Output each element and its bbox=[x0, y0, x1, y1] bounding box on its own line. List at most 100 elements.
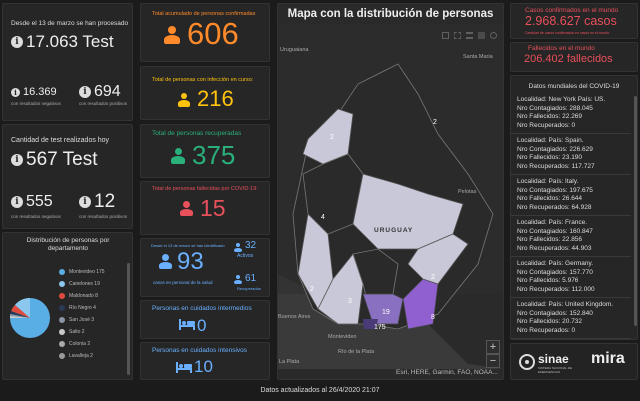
health-active-label: Activos bbox=[237, 253, 254, 259]
confirmed-panel: Total acumulado de personas confirmadas … bbox=[140, 3, 270, 62]
world-item-cont: Nro Contagiados: 226.629 bbox=[517, 145, 593, 153]
legend-label: Canelones 19 bbox=[69, 281, 100, 287]
uruguay-map[interactable] bbox=[278, 24, 504, 369]
person-icon bbox=[178, 93, 190, 107]
negatives-value: 16.369 bbox=[23, 86, 57, 98]
world-list-item[interactable]: Localidad: País: France. Nro Contagiados:… bbox=[511, 219, 631, 257]
recovered-panel: Total de personas recuperadas 375 bbox=[140, 124, 270, 178]
map-place-label: Montevideo bbox=[328, 334, 357, 340]
map-count-label[interactable]: 19 bbox=[382, 309, 390, 316]
updated-label: Datos actualizados al 26/4/2020 21:07 bbox=[260, 387, 380, 394]
active-label: Total de personas con infección en curso… bbox=[152, 77, 254, 83]
world-list-item[interactable]: Localidad: País: Spain. Nro Contagiados: … bbox=[511, 137, 631, 175]
health-staff-panel: Desde el 13 de marzo se han identificado… bbox=[140, 238, 270, 297]
map-count-label[interactable]: 2 bbox=[330, 134, 334, 141]
world-list-scrollbar[interactable] bbox=[634, 96, 637, 326]
map-count-label[interactable]: 2 bbox=[433, 119, 437, 126]
world-item-rec: Nro Recuperados: 64.928 bbox=[517, 203, 592, 211]
info-icon: i bbox=[79, 196, 91, 208]
negatives-label: con resultados negativos bbox=[11, 101, 61, 106]
legend-item[interactable]: Canelones 19 bbox=[59, 278, 123, 290]
intensive-value: 10 bbox=[194, 357, 213, 376]
world-list-item[interactable]: Localidad: New York País: US. Nro Contagi… bbox=[511, 96, 631, 134]
legend-item[interactable]: Lavalleja 2 bbox=[59, 350, 123, 362]
intermediate-value: 0 bbox=[197, 316, 207, 335]
legend-label: Maldonado 8 bbox=[69, 293, 98, 299]
world-item-fall: Nro Fallecidos: 26.644 bbox=[517, 195, 583, 202]
legend-label: Lavalleja 2 bbox=[69, 353, 93, 359]
sinae-sub: SISTEMA NACIONAL DE EMERGENCIAS bbox=[538, 366, 573, 374]
world-item-loc: Localidad: País: Spain. bbox=[517, 137, 584, 144]
health-recovered-label: Recuperados bbox=[237, 286, 261, 291]
world-list-panel[interactable]: Datos mundiales del COVID-19 Localidad: … bbox=[510, 75, 638, 340]
world-list-item[interactable]: Localidad: País: Germany. Nro Contagiados… bbox=[511, 260, 631, 298]
world-item-cont: Nro Contagiados: 197.675 bbox=[517, 186, 593, 194]
world-deceased-label: Fallecidos en el mundo bbox=[528, 45, 595, 52]
legend-item[interactable]: Río Negro 4 bbox=[59, 302, 123, 314]
person-icon bbox=[234, 243, 242, 252]
info-icon: i bbox=[11, 87, 20, 97]
map-count-label[interactable]: 8 bbox=[431, 314, 435, 321]
map-place-label: Río de la Plata bbox=[338, 349, 375, 355]
info-icon: i bbox=[11, 36, 23, 48]
person-icon bbox=[180, 201, 193, 216]
world-deceased-panel: Fallecidos en el mundo 206.402 fallecido… bbox=[510, 42, 638, 72]
world-confirmed-panel: Casos confirmados en el mundo 2.968.627 … bbox=[510, 3, 638, 39]
health-label-top: Desde el 13 de marzo se han identificado bbox=[151, 243, 225, 248]
legend-label: Montevideo 175 bbox=[69, 269, 105, 275]
distribution-legend: Montevideo 175 Canelones 19 Maldonado 8 Río… bbox=[59, 266, 123, 362]
legend-item[interactable]: Colonia 2 bbox=[59, 338, 123, 350]
map-count-label[interactable]: 175 bbox=[374, 324, 386, 331]
world-confirmed-label: Casos confirmados en el mundo bbox=[525, 7, 619, 14]
map-place-label: Buenos Aires bbox=[278, 314, 311, 320]
info-icon: i bbox=[11, 154, 23, 166]
recovered-label: Total de personas recuperadas bbox=[152, 130, 242, 137]
world-item-fall: Nro Fallecidos: 22.269 bbox=[517, 113, 583, 120]
info-icon: i bbox=[11, 196, 23, 208]
map-count-label[interactable]: 4 bbox=[321, 214, 325, 221]
legend-item[interactable]: Montevideo 175 bbox=[59, 266, 123, 278]
distribution-pie-chart[interactable] bbox=[7, 295, 53, 341]
tests-total-value: 17.063 Test bbox=[26, 32, 114, 51]
intermediate-care-panel: Personas en cuidados intermedios 0 bbox=[140, 300, 270, 339]
world-list-item[interactable]: Localidad: País: United Kingdom. Nro Cont… bbox=[511, 301, 631, 339]
tests-today-panel: Cantidad de test realizados hoy i 567 Te… bbox=[2, 124, 133, 229]
legend-item[interactable]: Maldonado 8 bbox=[59, 290, 123, 302]
intermediate-label: Personas en cuidados intermedios bbox=[152, 305, 252, 312]
legend-label: Salto 2 bbox=[69, 329, 85, 335]
map-count-label[interactable]: 3 bbox=[348, 298, 352, 305]
zoom-out-button[interactable]: − bbox=[486, 354, 500, 368]
sinae-logo-icon bbox=[519, 354, 535, 370]
legend-item[interactable]: Salto 2 bbox=[59, 326, 123, 338]
world-item-loc: Localidad: País: France. bbox=[517, 219, 588, 226]
map-panel[interactable]: Mapa con la distribución de personas Uru… bbox=[277, 3, 504, 380]
legend-scrollbar[interactable] bbox=[127, 263, 130, 375]
legend-item[interactable]: San José 3 bbox=[59, 314, 123, 326]
tests-today-label: Cantidad de test realizados hoy bbox=[11, 137, 110, 144]
map-place-label: Pelotas bbox=[458, 189, 477, 195]
world-item-fall: Nro Fallecidos: 22.856 bbox=[517, 236, 583, 243]
world-confirmed-value: 2.968.627 casos bbox=[525, 14, 617, 28]
legend-color-swatch bbox=[59, 281, 65, 287]
map-count-label[interactable]: 2 bbox=[310, 286, 314, 293]
legend-color-swatch bbox=[59, 353, 65, 359]
today-negatives-label: con resultados negativos bbox=[11, 214, 61, 219]
confirmed-value: 606 bbox=[187, 16, 239, 51]
world-deceased-value: 206.402 fallecidos bbox=[524, 53, 613, 65]
world-list-item[interactable]: Localidad: País: Italy. Nro Contagiados: … bbox=[511, 178, 631, 216]
world-confirmed-sub: Cantidad de casos confirmados en casos e… bbox=[525, 31, 610, 35]
tests-total-panel: Desde el 13 de marzo se han procesado i … bbox=[2, 3, 133, 121]
logos-panel: sinae SISTEMA NACIONAL DE EMERGENCIAS mi… bbox=[510, 343, 638, 380]
zoom-in-button[interactable]: + bbox=[486, 340, 500, 354]
map-title: Mapa con la distribución de personas bbox=[287, 8, 494, 20]
world-item-loc: Localidad: País: United Kingdom. bbox=[517, 301, 614, 308]
deceased-label: Total de personas fallecidas por COVID-1… bbox=[152, 186, 258, 192]
map-count-label[interactable]: 2 bbox=[431, 274, 435, 281]
person-icon bbox=[159, 254, 172, 269]
person-icon bbox=[171, 148, 185, 164]
world-item-loc: Localidad: New York País: US. bbox=[517, 96, 606, 103]
distribution-panel: Distribución de personas por departament… bbox=[2, 232, 133, 380]
positives-value: 694 bbox=[94, 83, 121, 100]
world-list-title: Datos mundiales del COVID-19 bbox=[528, 83, 620, 90]
tests-today-value: 567 Test bbox=[26, 149, 98, 170]
